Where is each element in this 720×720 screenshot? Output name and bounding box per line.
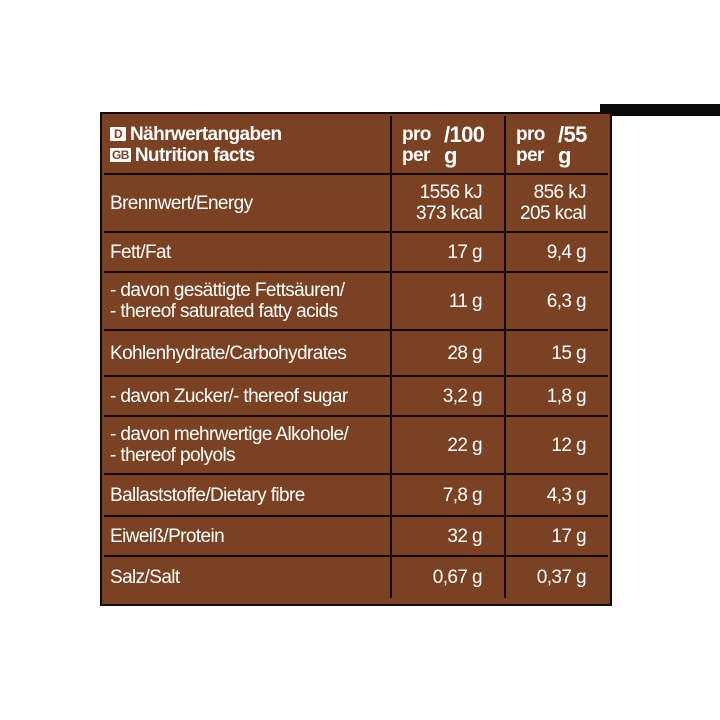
value-per-55g: 856 kJ 205 kcal [504, 173, 608, 233]
table-row: Ballaststoffe/Dietary fibre 7,8 g 4,3 g [104, 473, 608, 517]
nutrient-label: Salz/Salt [104, 555, 392, 598]
table-row: Brennwert/Energy 1556 kJ 373 kcal 856 kJ… [104, 173, 608, 233]
value-kj: 1556 kJ [419, 182, 483, 203]
table-row: - davon gesättigte Fettsäuren/ - thereof… [104, 271, 608, 331]
table-row: Kohlenhydrate/Carbohydrates 28 g 15 g [104, 329, 608, 377]
nutrition-table: D Nährwertangaben GB Nutrition facts pro… [104, 116, 608, 598]
header-row: D Nährwertangaben GB Nutrition facts pro… [104, 116, 608, 175]
nutrient-label-text: Brennwert/Energy [110, 192, 253, 214]
value-per-55g: 9,4 g [504, 231, 608, 273]
nutrient-label-text: Kohlenhydrate/Carbohydrates [110, 342, 347, 364]
title-de: D Nährwertangaben [110, 124, 384, 145]
col-55g-amount: /55 g [558, 121, 587, 168]
table-row: Salz/Salt 0,67 g 0,37 g [104, 555, 608, 598]
value-per-100g: 32 g [390, 515, 506, 557]
table-row: Fett/Fat 17 g 9,4 g [104, 231, 608, 273]
nutrient-label-text: - davon Zucker/- thereof sugar [110, 385, 348, 407]
nutrient-label: Ballaststoffe/Dietary fibre [104, 473, 392, 517]
value-per-100g: 1556 kJ 373 kcal [390, 173, 506, 233]
title-gb: GB Nutrition facts [110, 145, 384, 166]
value-kcal: 373 kcal [416, 203, 483, 224]
nutrient-label: - davon Zucker/- thereof sugar [104, 375, 392, 417]
header-col-55g: pro /55 g per [504, 116, 608, 175]
col-55g-pro: pro [516, 123, 545, 145]
value-per-55g: 17 g [504, 515, 608, 557]
value-per-55g: 4,3 g [504, 473, 608, 517]
gb-flag-icon: GB [110, 148, 131, 162]
col-100g-pro: pro [402, 123, 431, 145]
table-row: Eiweiß/Protein 32 g 17 g [104, 515, 608, 557]
nutrient-label: - davon gesättigte Fettsäuren/ - thereof… [104, 271, 392, 331]
value-per-100g: 22 g [390, 415, 506, 475]
value-per-100g: 11 g [390, 271, 506, 331]
nutrient-label-text: Eiweiß/Protein [110, 525, 225, 547]
col-100g-amount: /100 g [444, 121, 485, 168]
title-gb-text: Nutrition facts [134, 144, 255, 166]
nutrient-label-text: - davon gesättigte Fettsäuren/ [110, 280, 345, 301]
col-100g-per: per [402, 144, 430, 166]
value-per-100g: 28 g [390, 329, 506, 377]
value-per-100g: 7,8 g [390, 473, 506, 517]
value-per-55g: 6,3 g [504, 271, 608, 331]
title-de-text: Nährwertangaben [130, 123, 282, 145]
table-row: - davon mehrwertige Alkohole/ - thereof … [104, 415, 608, 475]
nutrient-label-text: Fett/Fat [110, 241, 171, 263]
value-per-100g: 3,2 g [390, 375, 506, 417]
value-kcal: 205 kcal [520, 203, 587, 224]
nutrient-label-text-en: - thereof polyols [110, 445, 236, 466]
value-per-100g: 0,67 g [390, 555, 506, 598]
de-flag-icon: D [110, 127, 126, 141]
value-per-55g: 12 g [504, 415, 608, 475]
header-col-100g: pro /100 g per [390, 116, 506, 175]
nutrient-label: - davon mehrwertige Alkohole/ - thereof … [104, 415, 392, 475]
nutrient-label-text: - davon mehrwertige Alkohole/ [110, 424, 349, 445]
value-per-55g: 1,8 g [504, 375, 608, 417]
nutrient-label-text: Ballaststoffe/Dietary fibre [110, 484, 305, 506]
value-per-100g: 17 g [390, 231, 506, 273]
header-title-cell: D Nährwertangaben GB Nutrition facts [104, 116, 392, 175]
nutrient-label: Kohlenhydrate/Carbohydrates [104, 329, 392, 377]
nutrient-label: Brennwert/Energy [104, 173, 392, 233]
nutrient-label: Eiweiß/Protein [104, 515, 392, 557]
table-row: - davon Zucker/- thereof sugar 3,2 g 1,8… [104, 375, 608, 417]
nutrient-label: Fett/Fat [104, 231, 392, 273]
col-55g-per: per [516, 144, 544, 166]
nutrient-label-text-en: - thereof saturated fatty acids [110, 301, 338, 322]
value-per-55g: 15 g [504, 329, 608, 377]
nutrient-label-text: Salz/Salt [110, 567, 180, 588]
dark-corner-strip [600, 104, 720, 116]
value-kj: 856 kJ [533, 182, 587, 203]
value-per-55g: 0,37 g [504, 555, 608, 598]
